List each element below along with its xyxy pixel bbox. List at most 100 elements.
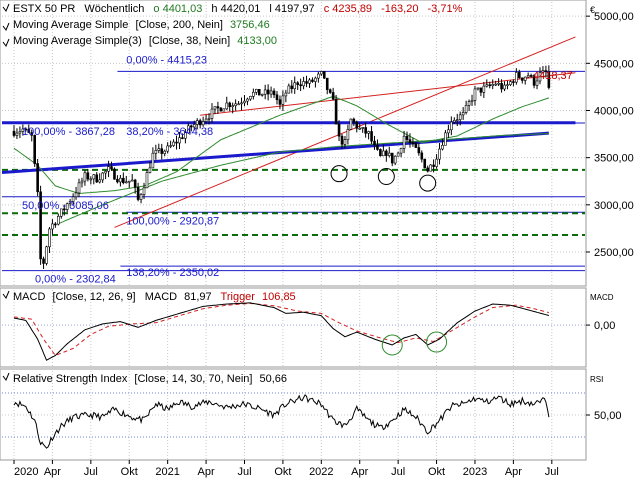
candle-body — [405, 135, 409, 140]
time-label: Apr — [198, 466, 215, 478]
candle-body — [151, 152, 155, 169]
candle-body — [116, 178, 119, 183]
candle-body — [281, 95, 285, 105]
candle-body — [272, 90, 276, 96]
candle-body — [518, 72, 521, 79]
candle-body — [263, 89, 267, 95]
candle-body — [379, 149, 382, 157]
candle-body — [340, 135, 344, 145]
macd-panel[interactable] — [0, 287, 587, 368]
ma200-label: Moving Average Simple — [13, 19, 128, 31]
candle-body — [57, 215, 60, 225]
candle-body — [222, 108, 226, 112]
candle-body — [467, 101, 471, 106]
candle-body — [494, 83, 497, 86]
candle-body — [411, 142, 415, 144]
candle-body — [216, 106, 220, 109]
price-panel[interactable] — [0, 0, 587, 287]
candle-body — [169, 145, 172, 147]
fib-label: 138,20% - 2350,02 — [126, 267, 219, 279]
candle-body — [157, 148, 161, 151]
trigger-value: 106,85 — [262, 291, 296, 303]
rsi-params: [Close, 14, 30, 70, Nein] — [134, 373, 252, 385]
candle-body — [491, 84, 495, 87]
candle-body — [59, 208, 63, 217]
candle-body — [438, 148, 441, 160]
high-value: h 4420,01 — [211, 3, 260, 15]
ma200-params: [Close, 200, Nein] — [135, 19, 222, 31]
candle-body — [36, 163, 39, 193]
candle-body — [299, 84, 302, 87]
candle-body — [435, 158, 438, 167]
candle-body — [470, 100, 474, 102]
resistance-trendline — [114, 36, 576, 228]
candle-body — [240, 102, 243, 105]
macd-header: MACD [Close, 12, 26, 9] MACD 81,97 Trigg… — [2, 290, 614, 303]
candle-body — [195, 120, 199, 125]
candle-body — [142, 187, 146, 195]
price-pattern-circle — [377, 168, 395, 186]
candle-body — [257, 89, 261, 96]
candle-body — [331, 92, 335, 100]
ma38-line — [13, 95, 550, 195]
candle-body — [12, 130, 16, 136]
candle-body — [452, 119, 456, 123]
candle-body — [361, 127, 364, 129]
candle-body — [243, 100, 246, 104]
candle-body — [515, 72, 518, 83]
candle-body — [190, 125, 193, 128]
fib-label: 100,00% - 3867,28 — [22, 126, 115, 138]
svg-text:MACD [Close, 12, 26, 9]: MACD [Close, 12, 26, 9] MACD 81,97 Trigg… — [13, 291, 296, 303]
ma38-value: 4133,00 — [237, 35, 277, 47]
candle-body — [485, 84, 489, 87]
candle-body — [213, 106, 217, 110]
candle-body — [488, 84, 492, 87]
price-tick-label: 5000,00 — [594, 11, 634, 23]
candle-body — [458, 114, 462, 120]
candle-body — [544, 70, 548, 72]
candle-body — [334, 98, 338, 125]
macd-axis-title: MACD — [590, 293, 614, 302]
candle-body — [497, 82, 500, 85]
candle-body — [346, 129, 350, 140]
horizontal-levels — [2, 70, 585, 272]
candle-body — [464, 105, 468, 113]
time-label: 2020 — [14, 466, 38, 478]
candle-body — [278, 99, 282, 105]
candle-body — [322, 71, 326, 79]
candle-body — [376, 144, 379, 150]
time-label: Apr — [44, 466, 61, 478]
candle-body — [252, 91, 255, 97]
candle-body — [328, 89, 332, 93]
candle-body — [101, 172, 104, 181]
candle-body — [266, 89, 270, 95]
candle-body — [414, 142, 418, 148]
candle-body — [520, 77, 524, 81]
candle-body — [287, 85, 291, 94]
candle-body — [198, 120, 202, 126]
candle-body — [130, 179, 134, 182]
candle-body — [210, 108, 214, 119]
candle-body — [382, 150, 385, 157]
candle-body — [24, 128, 28, 131]
candle-body — [370, 131, 373, 142]
candle-body — [529, 75, 533, 77]
change-pct-value: -3,71% — [428, 3, 463, 15]
time-label: Okt — [428, 466, 445, 478]
candle-body — [523, 76, 527, 81]
candle-body — [80, 180, 84, 184]
candle-body — [166, 145, 169, 152]
candle-body — [509, 81, 512, 85]
time-label: Jul — [391, 466, 405, 478]
candle-body — [148, 167, 152, 173]
candle-body — [423, 158, 427, 169]
candle-body — [444, 132, 447, 146]
candle-body — [450, 121, 453, 131]
fib-label: 100,00% - 2920,87 — [126, 215, 219, 227]
candle-body — [364, 127, 367, 134]
candle-body — [311, 79, 314, 82]
candle-body — [396, 152, 400, 157]
candle-body — [441, 144, 444, 150]
candle-body — [234, 103, 237, 106]
